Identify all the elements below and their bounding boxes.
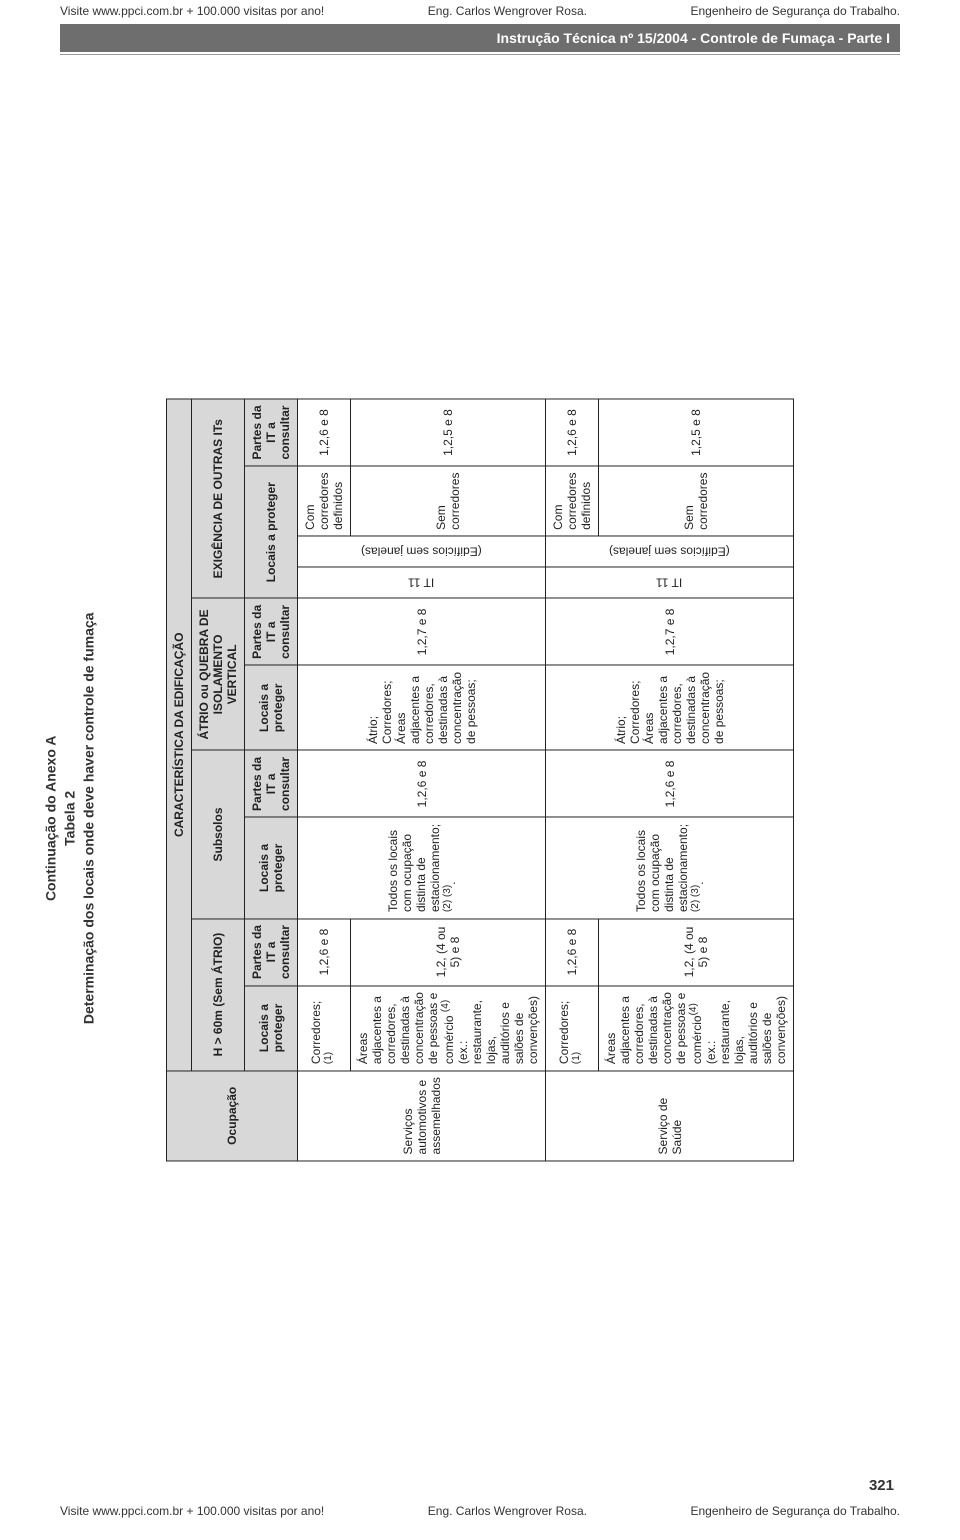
r2-d-cor2: Sem corredores [599, 466, 794, 536]
author-name: Eng. Carlos Wengrover Rosa. [428, 4, 587, 18]
r1-a-p2: 1,2, (4 ou 5) e 8 [351, 919, 546, 986]
h-loc-prot-2: Locais a proteger [245, 817, 298, 918]
r1-edsj-label: (Edifícios sem janelas) [359, 543, 484, 561]
r1-d-cor1: Com corredores definidos [298, 466, 351, 536]
r2-d-p1: 1,2,6 e 8 [546, 399, 599, 466]
page-footer: Visite www.ppci.com.br + 100.000 visitas… [0, 1504, 960, 1518]
r1-it11-label: IT 11 [406, 574, 436, 592]
h-partes-3: Partes da IT a consultar [245, 598, 298, 665]
main-table: Ocupação CARACTERÍSTICA DA EDIFICAÇÃO H … [166, 399, 794, 1162]
page-header-top: Visite www.ppci.com.br + 100.000 visitas… [0, 0, 960, 22]
r2-b-l: Todos os locais com ocupação distinta de… [546, 817, 794, 918]
r1-d-cor2: Sem corredores [351, 466, 546, 536]
r2-ocupacao: Serviço de Saúde [546, 1071, 794, 1161]
footer-role: Engenheiro de Segurança do Trabalho. [691, 1504, 901, 1518]
r2-b-sup1: (2) (3) [690, 885, 701, 912]
r1-b-l: Todos os locais com ocupação distinta de… [298, 817, 546, 918]
r1-c-l: Átrio; Corredores; Áreas adjacentes a co… [298, 665, 546, 750]
r1-b-p: 1,2,6 e 8 [298, 750, 546, 817]
h-partes-4: Partes da IT a consultar [245, 399, 298, 466]
r1-d-p2: 1,2,5 e 8 [351, 399, 546, 466]
h-loc-prot-3: Locais a proteger [245, 665, 298, 750]
r2-c-l: Átrio; Corredores; Áreas adjacentes a co… [546, 665, 794, 750]
r2-b-l-text: Todos os locais com ocupação distinta de… [634, 824, 690, 912]
col-atrio-isol: ÁTRIO ou QUEBRA DE ISOLAMENTO VERTICAL [192, 598, 245, 750]
r1-ocupacao: Serviços automotivos e assemelhados [298, 1071, 546, 1161]
r2-edsj-label: (Edifícios sem janelas) [607, 543, 732, 561]
table-title-block: Continuação do Anexo A Tabela 2 Determin… [42, 468, 99, 1168]
r2-c-p: 1,2,7 e 8 [546, 598, 794, 665]
r1-a-p1: 1,2,6 e 8 [298, 919, 351, 986]
r2-a-sup2: (4) [688, 1003, 699, 1015]
r2-it11-label: IT 11 [654, 574, 684, 592]
title-line-1: Continuação do Anexo A [42, 468, 61, 1168]
r1-it11: IT 11 [298, 567, 546, 598]
r1-c-p: 1,2,7 e 8 [298, 598, 546, 665]
r2-b-ldot: . [692, 881, 706, 884]
r2-a-p1: 1,2,6 e 8 [546, 919, 599, 986]
page-number: 321 [869, 1477, 894, 1494]
r2-a-l2b: (ex.: restaurante, lojas, auditórios e s… [704, 996, 788, 1064]
r2-a-sup1: (1) [571, 1052, 582, 1064]
r1-a-l2: Áreas adjacentes a corredores, destinada… [351, 986, 546, 1071]
r1-edsj: (Edifícios sem janelas) [298, 536, 546, 567]
title-line-2: Tabela 2 [61, 468, 80, 1168]
r1-d-p1: 1,2,6 e 8 [298, 399, 351, 466]
r2-a-l1: Corredores; (1) [546, 986, 599, 1071]
r2-a-l1-text: Corredores; [557, 1001, 571, 1064]
col-h60: H > 60m (Sem ÁTRIO) [192, 919, 245, 1071]
col-subsolos: Subsolos [192, 750, 245, 918]
r1-b-ldot: . [444, 881, 458, 884]
author-role: Engenheiro de Segurança do Trabalho. [691, 4, 901, 18]
h-loc-prot-4: Locais a proteger [245, 466, 298, 598]
r2-edsj: (Edifícios sem janelas) [546, 536, 794, 567]
r1-a-l2b: (ex.: restaurante, lojas, auditórios e s… [456, 996, 540, 1064]
r1-a-sup2: (4) [440, 1000, 451, 1012]
r1-a-l1: Corredores; (1) [298, 986, 351, 1071]
header-bar: Instrução Técnica nº 15/2004 - Controle … [60, 24, 900, 52]
r2-a-p2: 1,2, (4 ou 5) e 8 [599, 919, 794, 986]
r2-b-p: 1,2,6 e 8 [546, 750, 794, 817]
footer-visit: Visite www.ppci.com.br + 100.000 visitas… [60, 1504, 324, 1518]
h-partes-2: Partes da IT a consultar [245, 750, 298, 817]
r1-b-l-text: Todos os locais com ocupação distinta de… [386, 824, 442, 912]
r2-d-p2: 1,2,5 e 8 [599, 399, 794, 466]
r2-it11: IT 11 [546, 567, 794, 598]
h-partes-1: Partes da IT a consultar [245, 919, 298, 986]
r1-a-sup1: (1) [323, 1052, 334, 1064]
visit-line: Visite www.ppci.com.br + 100.000 visitas… [60, 4, 324, 18]
col-ocupacao: Ocupação [167, 1071, 298, 1161]
h-loc-prot-1: Locais a proteger [245, 986, 298, 1071]
r2-a-l2: Áreas adjacentes a corredores, destinada… [599, 986, 794, 1071]
header-divider [60, 54, 900, 55]
footer-author: Eng. Carlos Wengrover Rosa. [428, 1504, 587, 1518]
r1-a-l1-text: Corredores; [309, 1001, 323, 1064]
r2-d-cor1: Com corredores definidos [546, 466, 599, 536]
title-line-3: Determinação dos locais onde deve haver … [79, 468, 98, 1168]
col-exigencia-its: EXIGÊNCIA DE OUTRAS ITs [192, 399, 245, 598]
table-wrapper: Ocupação CARACTERÍSTICA DA EDIFICAÇÃO H … [166, 399, 794, 1162]
col-caracteristica: CARACTERÍSTICA DA EDIFICAÇÃO [167, 399, 192, 1071]
r1-b-sup1: (2) (3) [442, 885, 453, 912]
